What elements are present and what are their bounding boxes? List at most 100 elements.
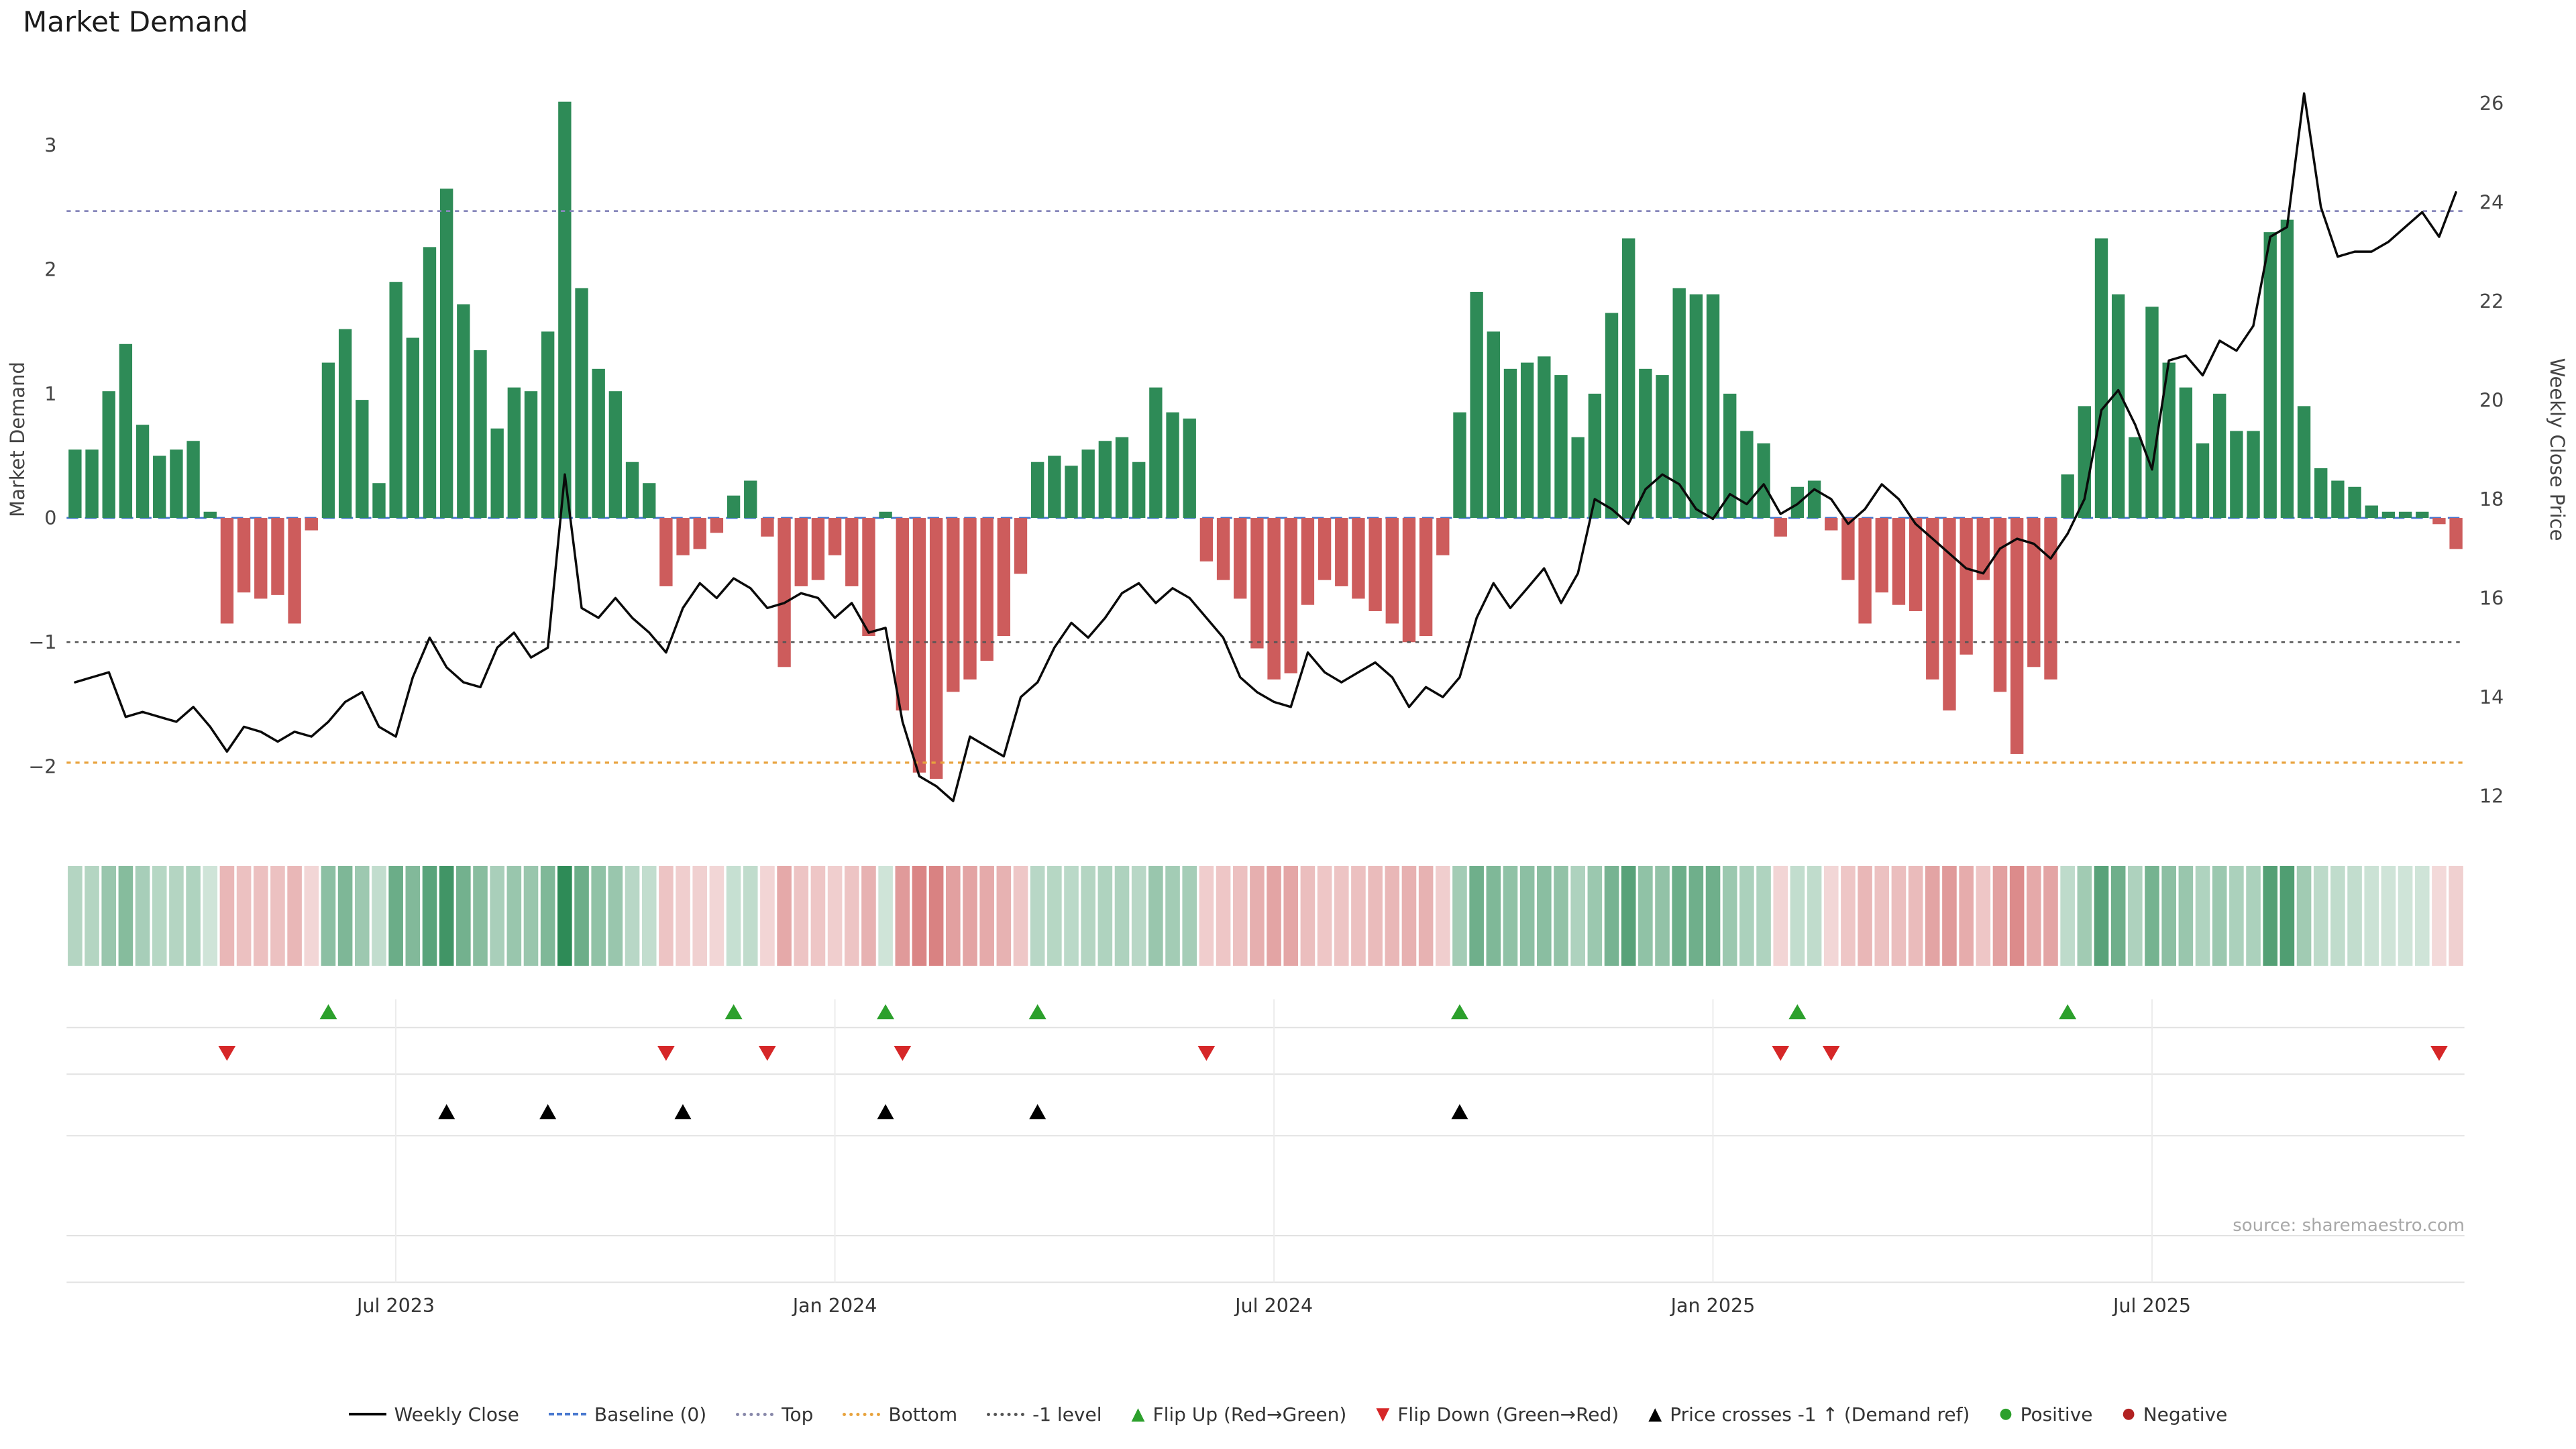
heatmap-cell <box>1199 865 1214 966</box>
heatmap-cell <box>2161 865 2176 966</box>
legend-label: Negative <box>2143 1403 2228 1426</box>
heatmap-cell <box>591 865 606 966</box>
demand-bar <box>136 425 150 519</box>
demand-bar <box>1622 238 1635 519</box>
heatmap-cell <box>2330 865 2345 966</box>
heatmap-cell <box>979 865 994 966</box>
demand-bar <box>1335 518 1348 586</box>
demand-bar <box>693 518 706 549</box>
demand-bar <box>102 391 115 519</box>
demand-bar <box>608 391 623 519</box>
demand-bar <box>2247 431 2260 519</box>
demand-bar <box>1368 518 1382 611</box>
flip-down-marker-icon <box>1197 1046 1216 1061</box>
demand-bar <box>2111 294 2125 519</box>
heatmap-cell <box>118 865 133 966</box>
flip-down-marker-icon <box>2430 1046 2448 1061</box>
demand-bar <box>507 387 521 519</box>
heatmap-cell <box>2110 865 2126 966</box>
demand-bar <box>963 518 977 680</box>
demand-bar <box>947 518 960 692</box>
heatmap-cell <box>1959 865 1974 966</box>
heatmap-cell <box>2432 865 2447 966</box>
heatmap-cell <box>219 865 235 966</box>
flip-up-marker-icon <box>877 1004 894 1020</box>
demand-bar <box>1892 518 1906 605</box>
legend-label: Weekly Close <box>394 1403 519 1426</box>
heatmap-cell <box>2279 865 2295 966</box>
heatmap-cell <box>236 865 252 966</box>
demand-bar <box>423 247 437 519</box>
demand-bar <box>2044 518 2057 680</box>
flip-up-marker-icon <box>724 1004 743 1020</box>
demand-bar <box>2145 307 2159 519</box>
legend-label: Flip Up (Red→Green) <box>1152 1403 1347 1426</box>
demand-bar <box>524 391 538 519</box>
heatmap-cell <box>186 865 201 966</box>
legend-label: Positive <box>2020 1403 2093 1426</box>
demand-bar <box>1065 466 1078 519</box>
legend-item-flip-down: ▼ Flip Down (Green→Red) <box>1376 1403 1619 1426</box>
demand-bar <box>845 518 859 586</box>
heatmap-cell <box>2178 865 2194 966</box>
demand-bar <box>1858 518 1872 624</box>
demand-bar <box>1487 331 1500 519</box>
demand-bar <box>1030 462 1044 519</box>
demand-bar <box>1385 518 1399 624</box>
demand-bar <box>1554 375 1568 519</box>
demand-bar <box>186 441 200 519</box>
heatmap-cell <box>203 865 218 966</box>
demand-bar <box>1098 441 1112 519</box>
right-axis-tick-label: 12 <box>2479 786 2504 808</box>
heatmap-cell <box>1182 865 1197 966</box>
demand-bar <box>372 483 386 519</box>
chart-title: Market Demand <box>23 5 248 38</box>
heatmap-cell <box>1841 865 1856 966</box>
demand-bar <box>1909 518 1923 611</box>
demand-bar <box>1588 393 1602 519</box>
heatmap-cell <box>1300 865 1316 966</box>
legend-item-bottom: Bottom <box>843 1403 957 1426</box>
demand-bar <box>2230 431 2243 519</box>
heatmap-cell <box>405 865 421 966</box>
flip-down-swatch-icon: ▼ <box>1376 1404 1390 1424</box>
heatmap-cell <box>2414 865 2430 966</box>
heatmap-cell <box>996 865 1012 966</box>
heatmap-cell <box>1739 865 1754 966</box>
left-axis-tick-label: −1 <box>28 631 56 653</box>
heatmap-cell <box>422 865 437 966</box>
demand-bar <box>1790 486 1805 519</box>
price-cross-marker-icon <box>877 1104 894 1120</box>
demand-bar <box>1706 294 1720 519</box>
demand-bar <box>2094 238 2108 519</box>
heatmap-cell <box>2060 865 2075 966</box>
demand-bar <box>2129 437 2142 519</box>
demand-bar <box>2381 511 2396 519</box>
demand-bar <box>1689 294 1703 519</box>
heatmap-cell <box>270 865 285 966</box>
demand-bar <box>1807 480 1821 519</box>
market-demand-combo-chart: 3 2 1 0 −1 −2 26 24 22 20 18 16 14 12 Jul 2023 Jan 2024… <box>28 92 2504 1317</box>
price-cross-marker-icon <box>674 1104 692 1120</box>
left-axis-tick-label: 3 <box>44 134 56 156</box>
left-axis-tick-label: −2 <box>28 755 56 777</box>
demand-bar <box>1149 387 1163 519</box>
heatmap-cell <box>321 865 336 966</box>
heatmap-cell <box>1705 865 1721 966</box>
heatmap-cell <box>506 865 522 966</box>
left-axis-tick-label: 1 <box>44 383 56 405</box>
demand-bar <box>1672 288 1686 519</box>
heatmap-cell <box>354 865 370 966</box>
heatmap-cell <box>1334 865 1349 966</box>
x-axis-tick-label: Jan 2024 <box>792 1295 877 1317</box>
price-cross-marker-icon <box>438 1104 455 1120</box>
demand-bar <box>119 343 133 519</box>
heatmap-cell <box>810 865 826 966</box>
demand-bar <box>2196 443 2210 519</box>
heatmap-cell <box>1267 865 1281 966</box>
heatmap-cell <box>101 865 117 966</box>
heatmap-cell <box>1992 865 2008 966</box>
demand-bar <box>1419 518 1433 636</box>
heatmap-cell <box>287 865 302 966</box>
heatmap-cell <box>861 865 876 966</box>
